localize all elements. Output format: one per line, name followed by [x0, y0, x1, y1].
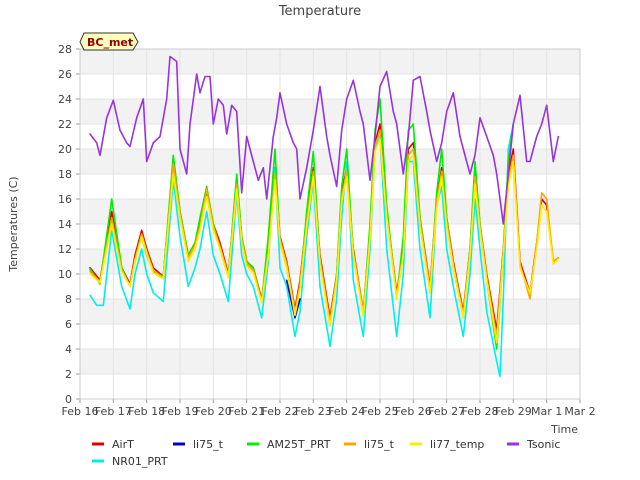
grid-band	[80, 374, 580, 399]
chart-title: Temperature	[278, 4, 361, 19]
legend-label: li75_t	[193, 438, 224, 451]
series-layer	[89, 55, 560, 378]
x-tick-label: Feb 17	[95, 405, 132, 418]
plot-background	[79, 48, 581, 400]
series-line-6	[89, 55, 560, 225]
legend-label: Tsonic	[526, 438, 560, 451]
station-label-tag	[79, 32, 139, 51]
x-tick-label: Feb 25	[362, 405, 399, 418]
y-tick-label: 12	[58, 243, 72, 256]
x-tick-label: Feb 28	[462, 405, 499, 418]
y-tick-label: 24	[58, 93, 72, 106]
plot-frame	[79, 48, 581, 400]
series-line-2	[285, 279, 301, 319]
grid-band	[80, 49, 580, 74]
grid-band	[80, 124, 580, 149]
y-tick-label: 0	[65, 393, 72, 406]
station-label-box: BC_met	[79, 32, 139, 51]
x-tick-label: Feb 23	[295, 405, 332, 418]
y-tick-label: 6	[65, 318, 72, 331]
x-tick-label: Feb 21	[228, 405, 265, 418]
legend-label: li77_temp	[430, 438, 484, 451]
y-tick-label: 4	[65, 343, 72, 356]
x-tick-label: Feb 24	[328, 405, 365, 418]
x-tick-label: Feb 29	[495, 405, 532, 418]
y-tick-label: 18	[58, 168, 72, 181]
y-tick-label: 16	[58, 193, 72, 206]
grid-band	[80, 99, 580, 124]
y-tick-label: 20	[58, 143, 72, 156]
station-label: BC_met	[87, 36, 133, 49]
y-tick-label: 14	[58, 218, 72, 231]
grid-band	[80, 74, 580, 99]
grid-band	[80, 349, 580, 374]
legend-label: AM25T_PRT	[267, 438, 331, 451]
x-tick-label: Feb 20	[195, 405, 232, 418]
y-tick-label: 26	[58, 68, 72, 81]
y-tick-label: 10	[58, 268, 72, 281]
series-line-1	[89, 123, 515, 378]
x-tick-label: Mar 2	[564, 405, 595, 418]
series-line-5	[89, 138, 560, 344]
grid-band	[80, 199, 580, 224]
x-axis-label: Time	[550, 423, 578, 436]
x-tick-label: Feb 16	[62, 405, 99, 418]
legend-label: NR01_PRT	[112, 455, 168, 468]
x-tick-label: Feb 18	[128, 405, 165, 418]
y-tick-label: 8	[65, 293, 72, 306]
x-tick-label: Feb 22	[262, 405, 299, 418]
legend-label: li75_t	[364, 438, 395, 451]
y-tick-label: 28	[58, 43, 72, 56]
x-tick-label: Feb 27	[428, 405, 465, 418]
y-tick-label: 2	[65, 368, 72, 381]
x-tick-label: Mar 1	[531, 405, 562, 418]
y-axis-label: Temperatures (C)	[7, 176, 20, 272]
y-tick-label: 22	[58, 118, 72, 131]
grid-band	[80, 174, 580, 199]
legend: AirT NR01_PRT li75_t AM25T_PRT li75_t li77_te…	[92, 438, 560, 468]
x-tick-label: Feb 26	[395, 405, 432, 418]
x-tick-label: Feb 19	[162, 405, 199, 418]
grid-band	[80, 224, 580, 249]
legend-label: AirT	[112, 438, 134, 451]
